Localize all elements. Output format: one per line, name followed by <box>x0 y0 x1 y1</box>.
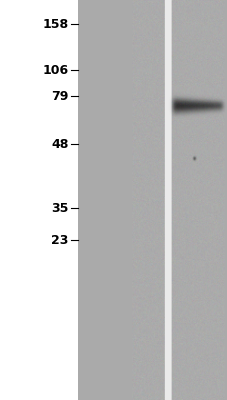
Text: 106: 106 <box>42 64 68 76</box>
Text: 48: 48 <box>51 138 68 150</box>
Text: 35: 35 <box>51 202 68 214</box>
Text: 79: 79 <box>51 90 68 102</box>
Text: 158: 158 <box>42 18 68 30</box>
Text: 23: 23 <box>51 234 68 246</box>
